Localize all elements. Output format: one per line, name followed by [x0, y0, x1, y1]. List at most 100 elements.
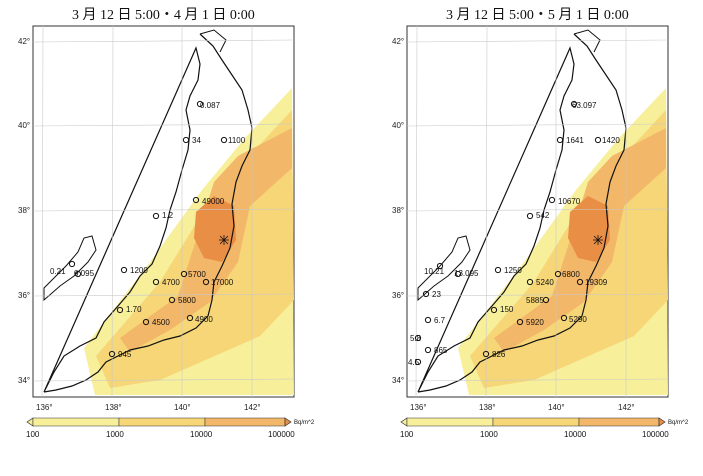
hokkaido-tip: [199, 29, 227, 53]
lat-label-34: 34°: [392, 376, 404, 385]
site-marker: [454, 270, 462, 278]
gridlines: [406, 25, 669, 398]
site-label: 5800: [178, 296, 196, 305]
site-markers-right: 63.097 1641 1420 10670 542 10.21 13.095 …: [408, 100, 620, 367]
site-label: 6.7: [434, 316, 446, 325]
lat-grid-34: [406, 378, 669, 382]
site-label: 945: [118, 350, 132, 359]
site-label: 13.095: [454, 269, 479, 278]
site-marker: [436, 262, 444, 270]
colorbar-tick-100000: 100000: [642, 430, 669, 439]
lat-label-42: 42°: [392, 37, 404, 46]
colorbar-tick-100: 100: [400, 430, 414, 439]
site-label: 4900: [195, 315, 213, 324]
site-label: 1.2: [162, 211, 174, 220]
colorbar-left-endcap: [400, 417, 408, 427]
lat-label-38: 38°: [18, 206, 30, 215]
site-label: 0.21: [50, 267, 66, 276]
site-label: 1100: [228, 136, 246, 145]
coastline: [43, 33, 253, 393]
site-marker: [68, 260, 76, 268]
lon-label-138: 138°: [479, 403, 496, 412]
map-frame-right: 42° 40° 38° 36° 34° 136° 138° 140° 142° …: [392, 25, 669, 412]
lat-label-40: 40°: [392, 121, 404, 130]
site-marker: [182, 136, 190, 144]
lat-grid-42: [32, 39, 295, 43]
site-marker: [526, 278, 534, 286]
lat-grid-38: [32, 208, 295, 212]
colorbar-tick-10000: 10000: [190, 430, 213, 439]
colorbar-unit: Bq/m^2: [668, 420, 689, 426]
lon-grid-138: [485, 25, 488, 398]
site-label: 17000: [211, 278, 234, 287]
lon-label-136: 136°: [410, 403, 427, 412]
fukushima-plant-marker: [593, 235, 603, 245]
site-marker: [594, 136, 602, 144]
site-label: 5920: [526, 318, 544, 327]
colorbar-tick-100: 100: [26, 430, 40, 439]
site-marker: [168, 296, 176, 304]
fukushima-plant-marker: [219, 235, 229, 245]
lat-label-38: 38°: [392, 206, 404, 215]
colorbar-right: 100 1000 10000 100000 Bq/m^2: [400, 417, 689, 439]
site-marker: [120, 266, 128, 274]
site-marker: [570, 100, 578, 108]
site-label: 1.70: [126, 305, 142, 314]
lat-grid-34: [32, 378, 295, 382]
colorbar-tick-1000: 1000: [480, 430, 498, 439]
site-marker: [422, 290, 430, 298]
site-label: 23: [432, 290, 441, 299]
site-label: 1250: [504, 266, 522, 275]
lon-grid-136: [41, 25, 44, 398]
colorbar-right-endcap: [284, 417, 292, 427]
site-label: 5.8: [410, 334, 422, 343]
site-marker: [482, 350, 490, 358]
site-marker: [526, 212, 534, 220]
site-marker: [516, 318, 524, 326]
colorbar-tick-1000: 1000: [106, 430, 124, 439]
site-marker: [424, 346, 432, 354]
site-label: 4700: [162, 278, 180, 287]
colorbar-tick-100000: 100000: [268, 430, 295, 439]
lat-label-36: 36°: [18, 291, 30, 300]
site-label: 1641: [566, 136, 584, 145]
lat-label-34: 34°: [18, 376, 30, 385]
site-label: 34: [192, 136, 201, 145]
site-marker: [196, 100, 204, 108]
site-label: 6800: [562, 270, 580, 279]
lon-label-142: 142°: [618, 403, 635, 412]
site-marker: [424, 316, 432, 324]
site-marker: [142, 318, 150, 326]
colorbar-bin-1000-10000: [492, 417, 580, 427]
lon-grid-136: [415, 25, 418, 398]
lat-label-40: 40°: [18, 121, 30, 130]
colorbar-unit: Bq/m^2: [294, 420, 315, 426]
lon-label-136: 136°: [36, 403, 53, 412]
site-label: 865: [434, 346, 448, 355]
lon-label-140: 140°: [548, 403, 565, 412]
site-marker: [542, 296, 550, 304]
site-label: 5885: [526, 296, 544, 305]
site-label: 5240: [536, 278, 554, 287]
colorbar-bin-10000-100000: [578, 417, 660, 427]
panel-title-right: 3 月 12 日 5:00・5 月 1 日 0:00: [446, 8, 629, 23]
lat-grid-36: [406, 293, 669, 297]
lat-label-36: 36°: [392, 291, 404, 300]
site-marker: [548, 196, 556, 204]
site-label: 0.087: [200, 101, 221, 110]
site-marker: [192, 196, 200, 204]
site-marker: [152, 278, 160, 286]
site-marker: [180, 270, 188, 278]
colorbar-right-endcap: [658, 417, 666, 427]
site-label: 10.21: [424, 267, 445, 276]
site-marker: [116, 306, 124, 314]
site-label: 1420: [602, 136, 620, 145]
site-markers-left: 0.087 34 1100 1.2 49000 0.21 0.095 1200 …: [50, 100, 246, 359]
site-label: 826: [492, 350, 506, 359]
site-marker: [494, 266, 502, 274]
colorbar-left: 100 1000 10000 100000 Bq/m^2: [26, 417, 315, 439]
site-label: 4500: [152, 318, 170, 327]
contour-100000: [194, 196, 236, 262]
lon-grid-138: [111, 25, 114, 398]
